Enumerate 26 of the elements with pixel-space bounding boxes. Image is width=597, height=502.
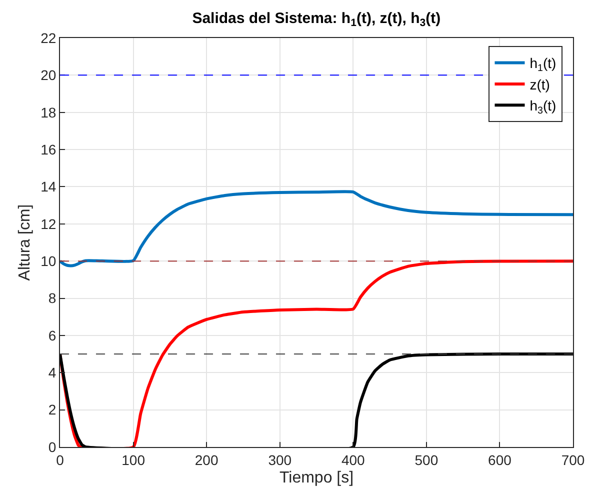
y-tick-label: 6 xyxy=(48,327,56,344)
y-tick-label: 22 xyxy=(40,30,56,46)
line-series xyxy=(60,190,573,268)
legend-label: h$_{3}$(t) xyxy=(530,98,556,117)
legend-label: h$_{1}$(t) xyxy=(530,55,556,74)
x-tick-label: 300 xyxy=(268,452,292,468)
x-tick-label: 100 xyxy=(122,452,146,468)
y-tick-label: 8 xyxy=(48,290,56,306)
x-tick-label: 400 xyxy=(341,452,366,468)
x-tick-label: 500 xyxy=(414,452,438,468)
x-tick-label: 600 xyxy=(488,452,512,468)
x-axis-title: Tiempo [s] xyxy=(279,470,354,486)
y-tick-label: 14 xyxy=(40,178,56,195)
y-tick-label: 18 xyxy=(40,104,56,120)
y-tick-label: 10 xyxy=(40,252,56,269)
y-tick-label: 12 xyxy=(40,216,56,232)
y-tick-label: 2 xyxy=(48,402,56,418)
chart-title: Salidas del Sistema: h$_{1}$(t), z(t), h$_{3}$(t) xyxy=(192,10,441,30)
x-tick-label: 200 xyxy=(194,452,218,468)
y-tick-label: 4 xyxy=(48,364,56,381)
y-axis-title: Altura [cm] xyxy=(16,204,34,281)
y-tick-label: 16 xyxy=(40,141,56,158)
x-tick-label: 700 xyxy=(561,452,585,468)
y-tick-label: 0 xyxy=(48,438,56,455)
y-tick-label: 20 xyxy=(40,67,56,84)
legend-label: z(t) xyxy=(530,76,550,92)
